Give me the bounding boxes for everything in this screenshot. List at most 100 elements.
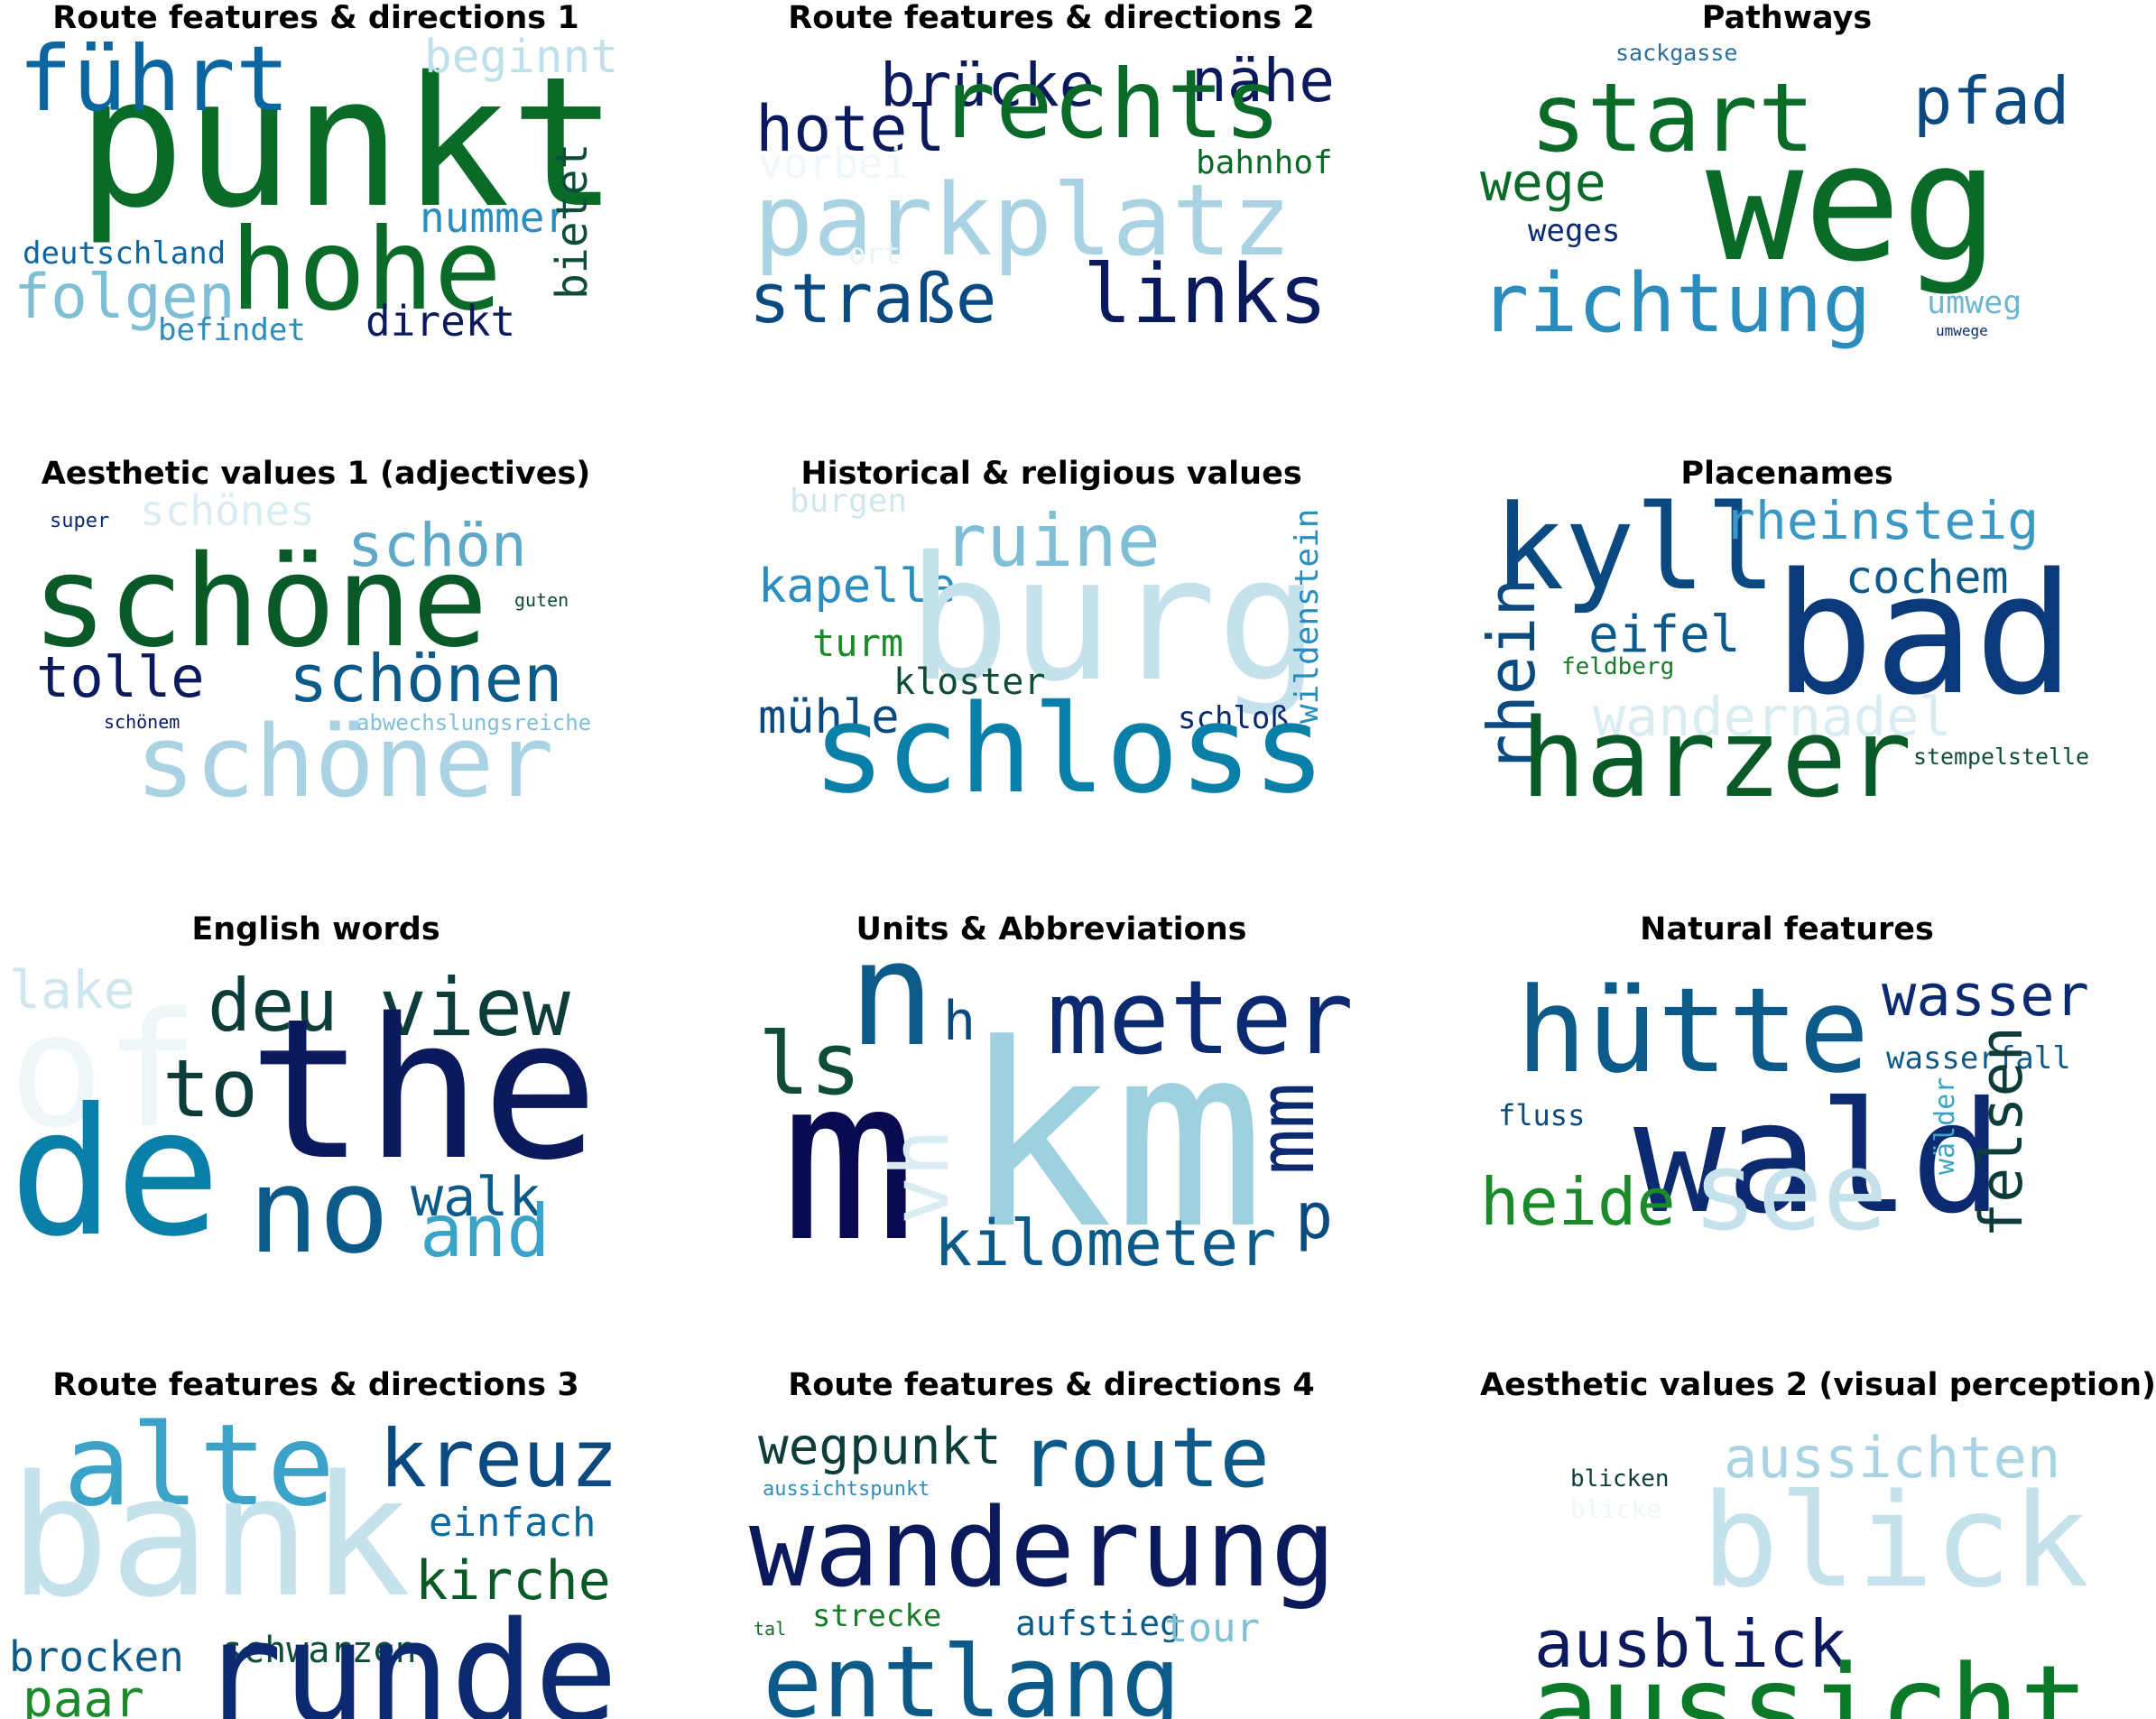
word-wildenstein: wildenstein <box>1289 509 1326 724</box>
word-aussichtspunkt: aussichtspunkt <box>763 1478 930 1501</box>
word-cloud-panel: Route features & directions 4 wegpunkt rou… <box>745 1367 1358 1719</box>
word-weges: weges <box>1528 213 1620 249</box>
word-m: m <box>781 1029 917 1291</box>
word-mm: mm <box>1243 1083 1332 1175</box>
word-wegpunkt: wegpunkt <box>758 1418 1002 1476</box>
word-wald: wald <box>1633 1069 2003 1248</box>
word-bank: bank <box>9 1439 412 1634</box>
word-schloß: schloß <box>1178 700 1289 736</box>
panel-title: Placenames <box>1680 456 1893 492</box>
panel-title: Units & Abbreviations <box>856 911 1247 947</box>
word-bietet: bietet <box>547 143 597 300</box>
word-aufstieg: aufstieg <box>1015 1603 1180 1643</box>
word-cloud-panel: Natural features wasser hütte wasserfall flu… <box>1480 911 2094 1263</box>
word-cloud-panel: English words lake of deu view to the de walk no a… <box>9 911 623 1280</box>
word-cloud-panel: Aesthetic values 2 (visual perception) bl… <box>1480 1367 2156 1719</box>
word-parkplatz: parkplatz <box>754 162 1291 278</box>
word-cloud: blicken aussichten blicke blick ausblick auss… <box>1480 1405 2094 1719</box>
word-richtung: richtung <box>1480 256 1871 351</box>
word-deu: deu <box>208 964 338 1048</box>
word-cochem: cochem <box>1846 551 2009 604</box>
word-of: of <box>9 980 199 1163</box>
word-kapelle: kapelle <box>758 559 956 614</box>
word-cloud: wegpunkt route aussichtspunkt wanderung tal s… <box>745 1405 1358 1719</box>
word-pfad: pfad <box>1913 63 2069 139</box>
word-kirche: kirche <box>415 1549 611 1613</box>
word-bahnhof: bahnhof <box>1196 144 1333 181</box>
word-nähe: nähe <box>1191 46 1335 116</box>
panel-title: Historical & religious values <box>800 456 1302 492</box>
word-schwarzen: schwarzen <box>221 1630 417 1671</box>
word-schönen: schönen <box>289 641 562 716</box>
word-wasserfall: wasserfall <box>1886 1040 2071 1077</box>
word-blicken: blicken <box>1570 1465 1670 1493</box>
word-kyll: kyll <box>1494 479 1776 616</box>
word-ort: ort <box>848 236 901 271</box>
word-de: de <box>9 1070 221 1275</box>
word-blick: blick <box>1701 1465 2089 1616</box>
word-cloud-svg: blicken aussichten blicke blickausblickauss… <box>1530 1425 2089 1719</box>
word-cloud: brücke nähe hotel rechts bahnhof vorbei parkpl… <box>745 38 1358 352</box>
word-cloud-panel: Units & Abbreviations ls n h meter mm m vh km kil… <box>745 910 1358 1291</box>
word-bad: bad <box>1773 537 2075 732</box>
word-brocken: brocken <box>9 1632 184 1681</box>
word-view: view <box>379 961 570 1054</box>
word-schönes: schönes <box>140 486 315 535</box>
word-tolle: tolle <box>36 644 205 710</box>
word-walk: walk <box>411 1166 541 1229</box>
word-rheinsteig: rheinsteig <box>1724 490 2039 551</box>
word-cloud-panel: Route features & directions 2 brücke nähe h… <box>745 0 1358 352</box>
word-cloud: kyll rheinsteig cochem bad eifel feldberg rhei… <box>1474 479 2094 822</box>
word-tour: tour <box>1164 1605 1260 1651</box>
word-cloud-panel: Historical & religious values burgen ruine… <box>745 456 1358 820</box>
word-n: n <box>848 910 935 1078</box>
panel-title: Route features & directions 2 <box>788 0 1315 36</box>
word-direkt: direkt <box>366 297 515 346</box>
word-cloud: punkt führt beginnt hohe nummer bietet deutsch… <box>9 26 623 352</box>
word-cloud: burgen ruine kapelle burg wildenstein turm klo… <box>745 483 1358 820</box>
panel-title: Route features & directions 4 <box>788 1367 1315 1403</box>
word-wälder: wälder <box>1929 1077 1961 1175</box>
panel-title: Aesthetic values 2 (visual perception) <box>1480 1367 2156 1403</box>
word-to: to <box>162 1042 258 1135</box>
word-felsen: felsen <box>1968 1026 2036 1238</box>
word-deutschland: deutschland <box>23 236 226 272</box>
word-straße: straße <box>749 258 997 338</box>
word-aussichten: aussichten <box>1724 1425 2060 1491</box>
word-schöner: schöner <box>135 704 554 819</box>
word-brücke: brücke <box>880 51 1095 120</box>
word-and: and <box>420 1189 551 1273</box>
word-no: no <box>248 1142 390 1280</box>
word-weg: weg <box>1706 109 1999 298</box>
word-runde: runde <box>199 1593 618 1719</box>
word-kreuz: kreuz <box>379 1412 618 1505</box>
word-cloud-panel: Aesthetic values 1 (adjectives) super schö… <box>9 456 623 819</box>
word-super: super <box>50 510 109 532</box>
word-rhein: rhein <box>1474 578 1550 773</box>
word-route: route <box>1020 1409 1270 1506</box>
word-feldberg: feldberg <box>1561 653 1674 680</box>
word-heide: heide <box>1480 1164 1676 1240</box>
word-folgen: folgen <box>14 262 236 333</box>
word-blicke: blicke <box>1570 1494 1661 1524</box>
word-beginnt: beginnt <box>424 31 618 84</box>
panel-title: Aesthetic values 1 (adjectives) <box>41 456 591 492</box>
word-abwechslungsreiche: abwechslungsreiche <box>356 710 591 735</box>
word-hütte: hütte <box>1516 962 1869 1099</box>
word-alte: alte <box>63 1400 335 1531</box>
word-kloster: kloster <box>893 661 1046 703</box>
word-meter: meter <box>1047 958 1354 1077</box>
word-wanderung: wanderung <box>749 1486 1336 1612</box>
word-cloud: super schönes schön schöne guten tolle schönen… <box>9 486 623 819</box>
word-burgen: burgen <box>790 483 907 520</box>
word-cloud: ls n h meter mm m vh km kilometer p <box>745 910 1358 1291</box>
